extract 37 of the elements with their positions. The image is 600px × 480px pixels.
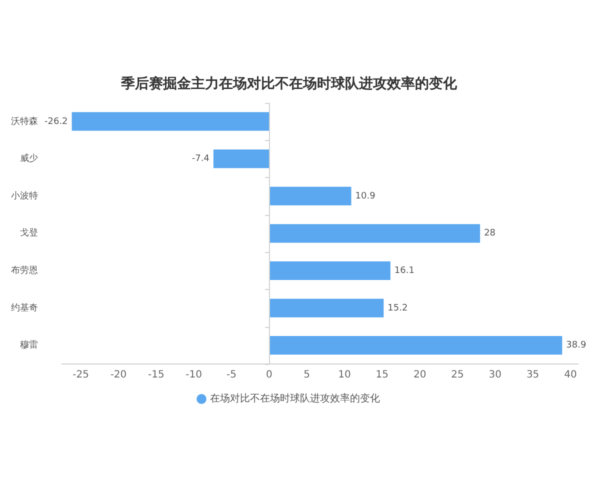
x-tick-label: -20 <box>110 370 127 381</box>
bar <box>269 224 480 243</box>
y-tick-label: 戈登 <box>20 228 38 239</box>
data-label: -26.2 <box>44 116 68 127</box>
bar <box>269 298 384 318</box>
bar <box>269 336 562 355</box>
x-tick-label: 30 <box>488 370 502 381</box>
x-tick-label: 15 <box>376 370 389 381</box>
chart-title: 季后赛掘金主力在场对比不在场时球队进攻效率的变化 <box>120 75 458 92</box>
y-tick-label: 小波特 <box>11 190 38 202</box>
x-tick-label: 35 <box>526 370 540 381</box>
data-label: -7.4 <box>192 154 210 164</box>
x-tick-label: 10 <box>338 370 351 381</box>
data-label: 16.1 <box>394 266 414 276</box>
bar <box>213 149 270 168</box>
x-tick-label: 25 <box>451 370 464 381</box>
x-tick-label: -15 <box>148 370 164 381</box>
x-tick-label: 40 <box>564 370 577 381</box>
y-tick-label: 布劳恩 <box>11 265 38 276</box>
x-tick-label: -25 <box>72 370 90 381</box>
data-label: 10.9 <box>355 191 376 202</box>
y-tick-label: 威少 <box>20 153 38 164</box>
x-tick-label: -10 <box>186 370 202 381</box>
x-tick-label: 20 <box>413 370 426 381</box>
y-tick-label: 穆雷 <box>20 340 38 351</box>
bar <box>269 186 352 206</box>
bar <box>72 112 270 131</box>
data-label: 38.9 <box>566 340 586 351</box>
y-tick-label: 沃特森 <box>11 116 38 127</box>
legend-label: 在场对比不在场时球队进攻效率的变化 <box>210 392 380 405</box>
data-label: 28 <box>484 228 496 239</box>
bar <box>269 261 390 280</box>
y-tick-label: 约基奇 <box>11 302 38 314</box>
x-tick-label: 5 <box>304 370 310 381</box>
data-label: 15.2 <box>388 303 408 314</box>
x-tick-label: -5 <box>226 370 236 381</box>
x-tick-label: 0 <box>266 370 272 381</box>
